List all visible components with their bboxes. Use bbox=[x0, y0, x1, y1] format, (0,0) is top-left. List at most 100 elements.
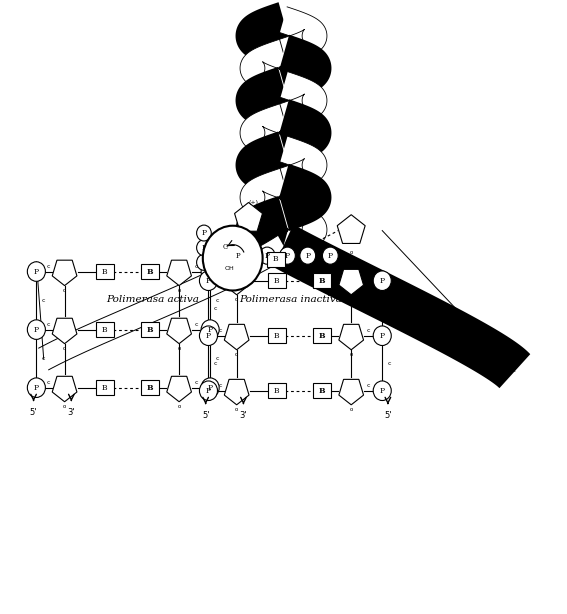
Polygon shape bbox=[52, 260, 77, 286]
Text: c: c bbox=[195, 264, 198, 269]
Text: c: c bbox=[367, 273, 370, 278]
Polygon shape bbox=[274, 225, 530, 388]
Text: c: c bbox=[388, 306, 391, 311]
Text: P: P bbox=[236, 252, 240, 260]
Text: 3': 3' bbox=[67, 408, 75, 417]
Text: P: P bbox=[208, 268, 213, 276]
Circle shape bbox=[197, 254, 211, 270]
Polygon shape bbox=[339, 379, 363, 405]
Text: o: o bbox=[349, 249, 353, 255]
Text: o: o bbox=[247, 238, 250, 243]
FancyBboxPatch shape bbox=[313, 273, 331, 288]
Text: 3': 3' bbox=[240, 411, 247, 420]
FancyBboxPatch shape bbox=[141, 264, 159, 279]
Polygon shape bbox=[167, 318, 192, 344]
Polygon shape bbox=[279, 35, 332, 102]
Text: 5': 5' bbox=[202, 411, 209, 420]
Text: B: B bbox=[146, 268, 153, 276]
Text: o: o bbox=[177, 346, 181, 351]
Polygon shape bbox=[280, 136, 327, 194]
Text: o: o bbox=[349, 297, 353, 302]
Circle shape bbox=[201, 378, 219, 397]
Text: o: o bbox=[235, 407, 238, 412]
Text: o: o bbox=[63, 346, 66, 351]
Polygon shape bbox=[235, 131, 288, 198]
Circle shape bbox=[197, 225, 211, 241]
Polygon shape bbox=[279, 164, 332, 231]
Text: P: P bbox=[206, 332, 211, 340]
Text: Polimerasa activa: Polimerasa activa bbox=[106, 295, 198, 304]
Circle shape bbox=[200, 381, 218, 400]
Text: OH: OH bbox=[225, 266, 235, 271]
Circle shape bbox=[373, 326, 391, 346]
Text: c: c bbox=[367, 328, 370, 333]
Text: c: c bbox=[219, 383, 222, 388]
Text: B: B bbox=[102, 325, 108, 333]
Text: B: B bbox=[102, 384, 108, 392]
FancyBboxPatch shape bbox=[141, 322, 159, 337]
Text: c: c bbox=[367, 383, 370, 388]
Text: B: B bbox=[273, 255, 278, 263]
FancyBboxPatch shape bbox=[313, 383, 331, 398]
Circle shape bbox=[300, 247, 316, 264]
Text: o: o bbox=[252, 224, 256, 229]
FancyBboxPatch shape bbox=[266, 252, 285, 266]
Polygon shape bbox=[167, 376, 192, 402]
Circle shape bbox=[323, 247, 338, 264]
Text: o: o bbox=[349, 407, 353, 412]
Text: o: o bbox=[63, 404, 66, 409]
Circle shape bbox=[27, 320, 45, 340]
Text: B: B bbox=[146, 384, 153, 392]
Text: P: P bbox=[201, 244, 206, 252]
Circle shape bbox=[203, 226, 263, 290]
Text: P: P bbox=[201, 229, 206, 237]
Text: c: c bbox=[219, 273, 222, 278]
Text: c: c bbox=[388, 361, 391, 366]
Polygon shape bbox=[240, 39, 287, 97]
Text: 5': 5' bbox=[30, 408, 37, 417]
Text: B: B bbox=[102, 268, 108, 276]
Circle shape bbox=[373, 271, 391, 290]
Polygon shape bbox=[240, 168, 287, 226]
Text: c: c bbox=[46, 380, 50, 386]
Text: B: B bbox=[274, 387, 280, 395]
Text: P: P bbox=[305, 252, 310, 260]
Text: B: B bbox=[319, 387, 325, 395]
Text: B: B bbox=[274, 277, 280, 285]
Text: o: o bbox=[349, 352, 353, 357]
Polygon shape bbox=[280, 7, 327, 65]
Polygon shape bbox=[167, 260, 192, 286]
Polygon shape bbox=[280, 201, 327, 258]
Text: B: B bbox=[274, 332, 280, 340]
Text: B: B bbox=[146, 325, 153, 333]
Polygon shape bbox=[225, 324, 249, 350]
Text: c: c bbox=[42, 298, 45, 303]
Circle shape bbox=[373, 381, 391, 400]
Circle shape bbox=[197, 239, 211, 255]
Polygon shape bbox=[280, 72, 327, 130]
FancyBboxPatch shape bbox=[141, 380, 159, 395]
Text: B: B bbox=[319, 332, 325, 340]
Text: c: c bbox=[195, 380, 198, 386]
Circle shape bbox=[27, 378, 45, 397]
Text: c: c bbox=[214, 306, 218, 311]
Text: o: o bbox=[235, 352, 238, 357]
Circle shape bbox=[200, 326, 218, 346]
Text: c: c bbox=[46, 322, 50, 327]
Text: P: P bbox=[380, 277, 385, 285]
Text: (+): (+) bbox=[248, 200, 258, 205]
Text: P: P bbox=[208, 325, 213, 333]
FancyBboxPatch shape bbox=[268, 328, 286, 343]
FancyBboxPatch shape bbox=[268, 273, 286, 288]
Text: c: c bbox=[195, 322, 198, 327]
FancyBboxPatch shape bbox=[96, 322, 113, 337]
Text: P: P bbox=[34, 384, 39, 392]
Circle shape bbox=[201, 262, 219, 281]
Text: o: o bbox=[235, 297, 238, 302]
Polygon shape bbox=[235, 2, 289, 69]
Polygon shape bbox=[235, 67, 288, 134]
Polygon shape bbox=[225, 270, 249, 295]
Text: o: o bbox=[177, 404, 181, 409]
Text: 5': 5' bbox=[384, 411, 392, 420]
Polygon shape bbox=[235, 196, 289, 263]
